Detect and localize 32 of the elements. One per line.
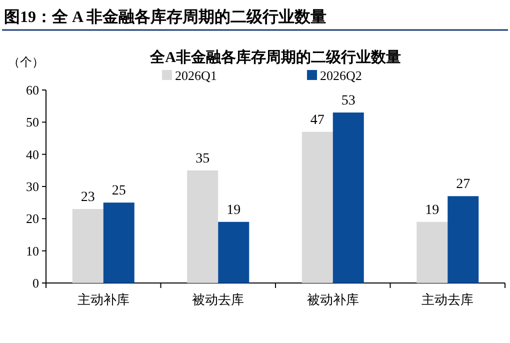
x-tick-label: 主动去库 bbox=[422, 292, 474, 307]
data-label: 23 bbox=[80, 190, 95, 206]
legend-label: 2026Q1 bbox=[175, 68, 217, 83]
data-label: 35 bbox=[196, 151, 210, 166]
bar bbox=[448, 196, 479, 283]
data-label: 19 bbox=[226, 202, 241, 218]
data-label: 47 bbox=[310, 112, 324, 128]
bar bbox=[302, 132, 333, 283]
y-axis-title: （个） bbox=[8, 55, 44, 69]
data-label: 53 bbox=[341, 94, 356, 109]
y-tick-label: 10 bbox=[26, 243, 39, 258]
data-label: 25 bbox=[112, 184, 126, 199]
legend-label: 2026Q2 bbox=[320, 68, 362, 83]
y-tick-label: 40 bbox=[26, 146, 39, 162]
chart-subtitle: 全A非金融各库存周期的二级行业数量 bbox=[149, 48, 401, 66]
bar bbox=[218, 222, 250, 283]
data-label: 27 bbox=[456, 177, 470, 192]
data-label: 19 bbox=[425, 202, 440, 218]
bar bbox=[72, 209, 104, 283]
x-tick-label: 主动补库 bbox=[77, 292, 130, 307]
bar bbox=[416, 222, 448, 283]
y-tick-label: 60 bbox=[26, 82, 39, 98]
chart-title: 图19：全 A 非金融各库存周期的二级行业数量 bbox=[4, 8, 327, 26]
y-tick-label: 0 bbox=[32, 276, 39, 290]
y-tick-label: 30 bbox=[26, 179, 39, 194]
x-tick-label: 被动补库 bbox=[306, 292, 359, 307]
y-tick-label: 50 bbox=[26, 114, 39, 130]
x-tick-label: 被动去库 bbox=[192, 292, 244, 307]
bar bbox=[187, 170, 218, 283]
y-tick-label: 20 bbox=[26, 211, 39, 226]
bar bbox=[332, 112, 364, 283]
bar bbox=[103, 202, 134, 283]
